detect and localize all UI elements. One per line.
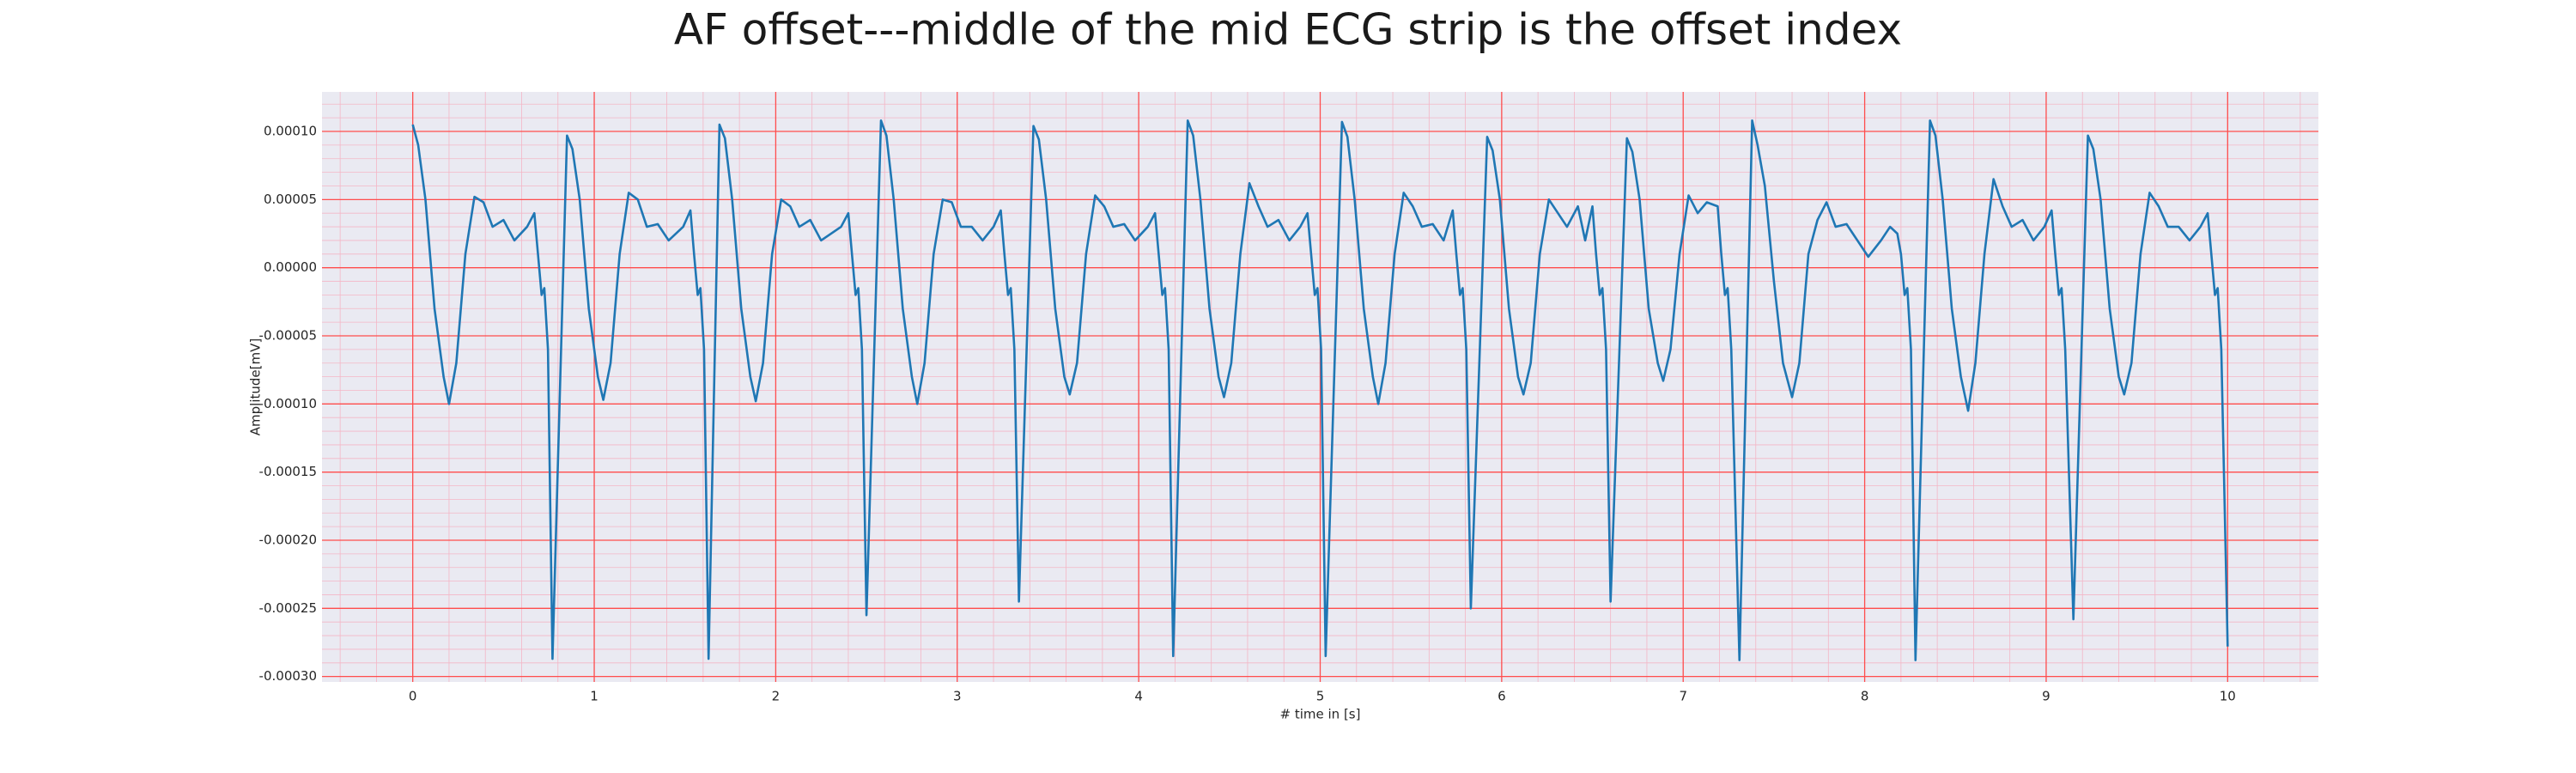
- x-tick-label: 6: [1498, 689, 1506, 704]
- chart-title: AF offset---middle of the mid ECG strip …: [674, 5, 1902, 55]
- y-tick-label: -0.00020: [259, 532, 317, 547]
- x-tick-label: 9: [2042, 689, 2050, 704]
- x-axis-label: # time in [s]: [1280, 707, 1361, 722]
- x-tick-label: 1: [590, 689, 598, 704]
- y-tick-label: -0.00010: [259, 396, 317, 411]
- x-tick-label: 0: [409, 689, 417, 704]
- y-tick-label: -0.00005: [259, 328, 317, 344]
- x-tick-label: 5: [1316, 689, 1325, 704]
- y-tick-label: 0.00005: [264, 192, 317, 207]
- x-tick-label: 2: [772, 689, 781, 704]
- y-tick-label: -0.00025: [259, 600, 317, 616]
- x-tick-label: 7: [1679, 689, 1687, 704]
- x-tick-label: 8: [1861, 689, 1869, 704]
- x-tick-label: 4: [1134, 689, 1143, 704]
- y-tick-label: -0.00015: [259, 464, 317, 479]
- y-tick-label: 0.00000: [264, 259, 317, 275]
- x-tick-label: 3: [953, 689, 962, 704]
- x-tick-label: 10: [2220, 689, 2236, 704]
- y-axis-label: Amplitude[mV]: [248, 338, 264, 435]
- y-tick-label: 0.00010: [264, 124, 317, 139]
- ecg-line: [411, 119, 2229, 661]
- y-tick-label: -0.00030: [259, 668, 317, 684]
